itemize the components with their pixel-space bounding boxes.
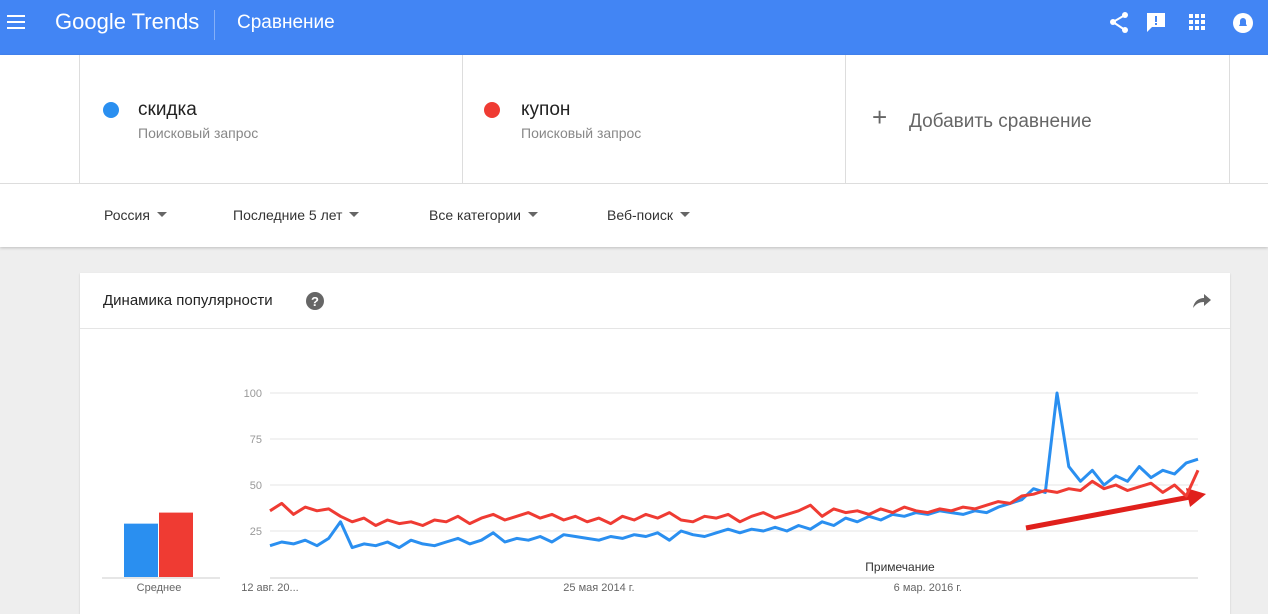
help-icon[interactable]: ? (305, 291, 325, 311)
x-tick-label: 12 авг. 20... (241, 582, 298, 594)
divider (214, 10, 215, 40)
filter-dropdown[interactable]: Веб-поиск (607, 207, 697, 223)
y-tick-label: 50 (250, 480, 262, 492)
page-title: Сравнение (237, 12, 335, 33)
y-tick-label: 75 (250, 434, 262, 446)
filter-label: Веб-поиск (607, 207, 673, 223)
filter-label: Все категории (429, 207, 521, 223)
y-tick-label: 100 (244, 388, 262, 400)
arrow-annotation (1025, 494, 1191, 531)
term-name: купон (521, 99, 571, 120)
term-type: Поисковый запрос (138, 125, 259, 141)
menu-icon[interactable] (6, 12, 28, 32)
term-name: скидка (138, 99, 197, 120)
filter-label: Последние 5 лет (233, 207, 343, 223)
filter-dropdown[interactable]: Россия (104, 207, 174, 223)
filter-label: Россия (104, 207, 150, 223)
share-icon[interactable] (1190, 291, 1214, 311)
line-series (269, 469, 1200, 527)
header-icons[interactable] (1108, 10, 1258, 36)
term-dot (103, 102, 119, 118)
dropdown-arrow (156, 212, 167, 217)
bar (159, 512, 193, 577)
add-comparison-label: Добавить сравнение (909, 111, 1092, 132)
divider (0, 183, 1268, 184)
panel-title: Динамика популярности (103, 292, 273, 309)
dropdown-arrow (527, 212, 538, 217)
annotation: Примечание (865, 560, 935, 574)
term-card[interactable]: скидка Поисковый запрос (79, 55, 463, 183)
panel: Динамика популярности ? (80, 273, 1230, 614)
divider (80, 328, 1230, 329)
arrow-head (1186, 488, 1206, 507)
filter-dropdown[interactable]: Последние 5 лет (233, 207, 366, 223)
add-comparison[interactable]: + Добавить сравнение (846, 55, 1230, 183)
term-type: Поисковый запрос (521, 125, 642, 141)
plus-icon: + (872, 102, 888, 132)
term-card[interactable]: купон Поисковый запрос (463, 55, 846, 183)
svg-text:?: ? (311, 294, 319, 309)
header: Google Trends Сравнение (0, 0, 1268, 55)
bar (124, 523, 158, 577)
dropdown-arrow (349, 212, 360, 217)
x-tick-label: Среднее (137, 582, 182, 594)
x-tick-label: 6 мар. 2016 г. (894, 582, 962, 594)
line-series (269, 391, 1199, 550)
y-tick-label: 25 (250, 526, 262, 538)
logo[interactable]: Google Trends (55, 9, 200, 34)
term-dot (484, 102, 500, 118)
filter-dropdown[interactable]: Все категории (429, 207, 545, 223)
dropdown-arrow (679, 212, 690, 217)
x-tick-label: 25 мая 2014 г. (563, 582, 634, 594)
